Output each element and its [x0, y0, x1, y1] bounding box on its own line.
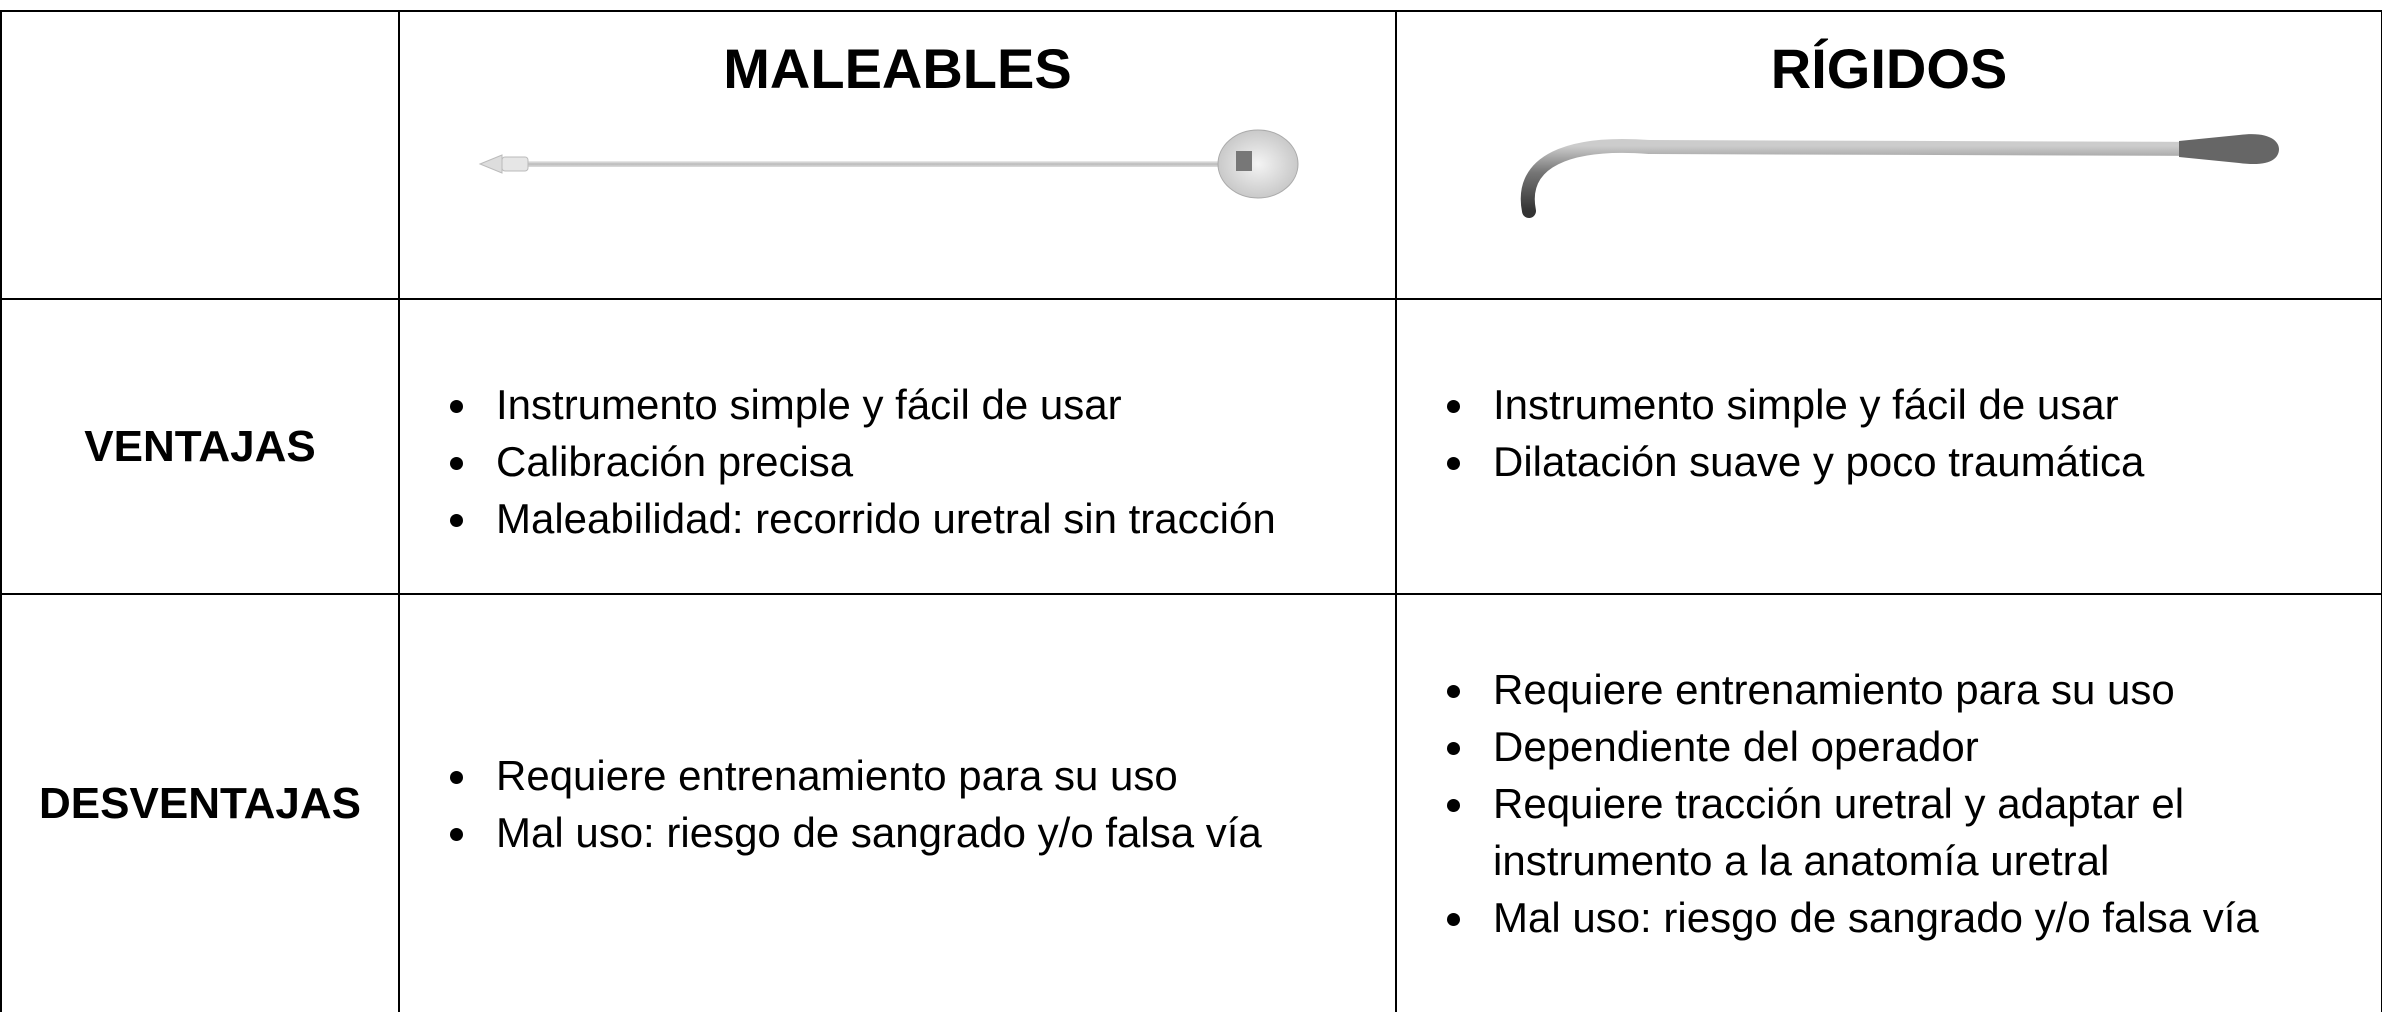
bullet-item: Instrumento simple y fácil de usar	[1479, 376, 2341, 433]
corner-cell	[0, 10, 400, 300]
comparison-table: MALEABLES RÍGIDOS VENTAJASInstrumento si…	[0, 10, 2382, 1012]
bullet-item: Instrumento simple y fácil de usar	[482, 376, 1355, 433]
malleable-instrument-image	[478, 129, 1298, 199]
bullet-item: Dependiente del operador	[1479, 718, 2341, 775]
bullet-list: Requiere entrenamiento para su usoMal us…	[400, 747, 1395, 861]
row-label: VENTAJAS	[0, 298, 400, 595]
bullet-item: Maleabilidad: recorrido uretral sin trac…	[482, 490, 1355, 547]
column-header: MALEABLES	[723, 37, 1072, 100]
header-cell: RÍGIDOS	[1395, 10, 2382, 300]
bullet-list: Instrumento simple y fácil de usarDilata…	[1397, 376, 2381, 490]
bullet-list: Instrumento simple y fácil de usarCalibr…	[400, 376, 1395, 547]
table-cell: Requiere entrenamiento para su usoDepend…	[1395, 593, 2382, 1012]
table-cell: Requiere entrenamiento para su usoMal us…	[398, 593, 1397, 1012]
bullet-item: Requiere entrenamiento para su uso	[482, 747, 1355, 804]
bullet-item: Mal uso: riesgo de sangrado y/o falsa ví…	[1479, 889, 2341, 946]
bullet-item: Calibración precisa	[482, 433, 1355, 490]
table-cell: Instrumento simple y fácil de usarCalibr…	[398, 298, 1397, 595]
header-cell: MALEABLES	[398, 10, 1397, 300]
table-row: VENTAJASInstrumento simple y fácil de us…	[0, 298, 2382, 595]
table-row: DESVENTAJASRequiere entrenamiento para s…	[0, 593, 2382, 1012]
bullet-item: Requiere tracción uretral y adaptar el i…	[1479, 775, 2341, 889]
bullet-item: Mal uso: riesgo de sangrado y/o falsa ví…	[482, 804, 1355, 861]
rigid-instrument-image	[1520, 134, 2279, 218]
table-cell: Instrumento simple y fácil de usarDilata…	[1395, 298, 2382, 595]
bullet-item: Requiere entrenamiento para su uso	[1479, 661, 2341, 718]
bullet-list: Requiere entrenamiento para su usoDepend…	[1397, 661, 2381, 946]
bullet-item: Dilatación suave y poco traumática	[1479, 433, 2341, 490]
row-label: DESVENTAJAS	[0, 593, 400, 1012]
column-header: RÍGIDOS	[1770, 37, 2008, 100]
